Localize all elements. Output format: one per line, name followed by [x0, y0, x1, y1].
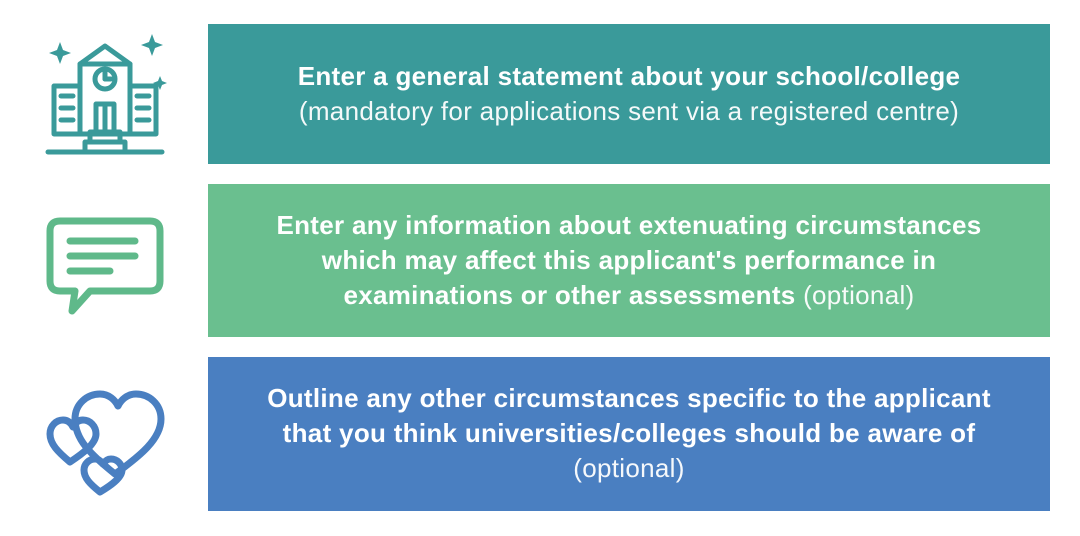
panel-bold-text: Enter a general statement about your sch…: [298, 61, 961, 91]
row-other-circumstances: Outline any other circumstances specific…: [30, 357, 1050, 510]
panel-text: Outline any other circumstances specific…: [248, 381, 1010, 486]
panel-light-text: (optional): [803, 280, 914, 310]
school-building-icon: [30, 24, 180, 164]
panel-bold-text: Outline any other circumstances specific…: [267, 383, 991, 448]
panel-text: Enter a general statement about your sch…: [298, 59, 961, 129]
speech-bubble-icon: [30, 191, 180, 331]
infographic-container: Enter a general statement about your sch…: [0, 0, 1080, 535]
panel-school-statement: Enter a general statement about your sch…: [208, 24, 1050, 164]
panel-other-circumstances: Outline any other circumstances specific…: [208, 357, 1050, 510]
row-school-statement: Enter a general statement about your sch…: [30, 24, 1050, 164]
hearts-icon: [30, 364, 180, 504]
panel-text: Enter any information about extenuating …: [248, 208, 1010, 313]
panel-light-text: (mandatory for applications sent via a r…: [299, 96, 959, 126]
panel-extenuating: Enter any information about extenuating …: [208, 184, 1050, 337]
row-extenuating: Enter any information about extenuating …: [30, 184, 1050, 337]
panel-light-text: (optional): [573, 453, 684, 483]
